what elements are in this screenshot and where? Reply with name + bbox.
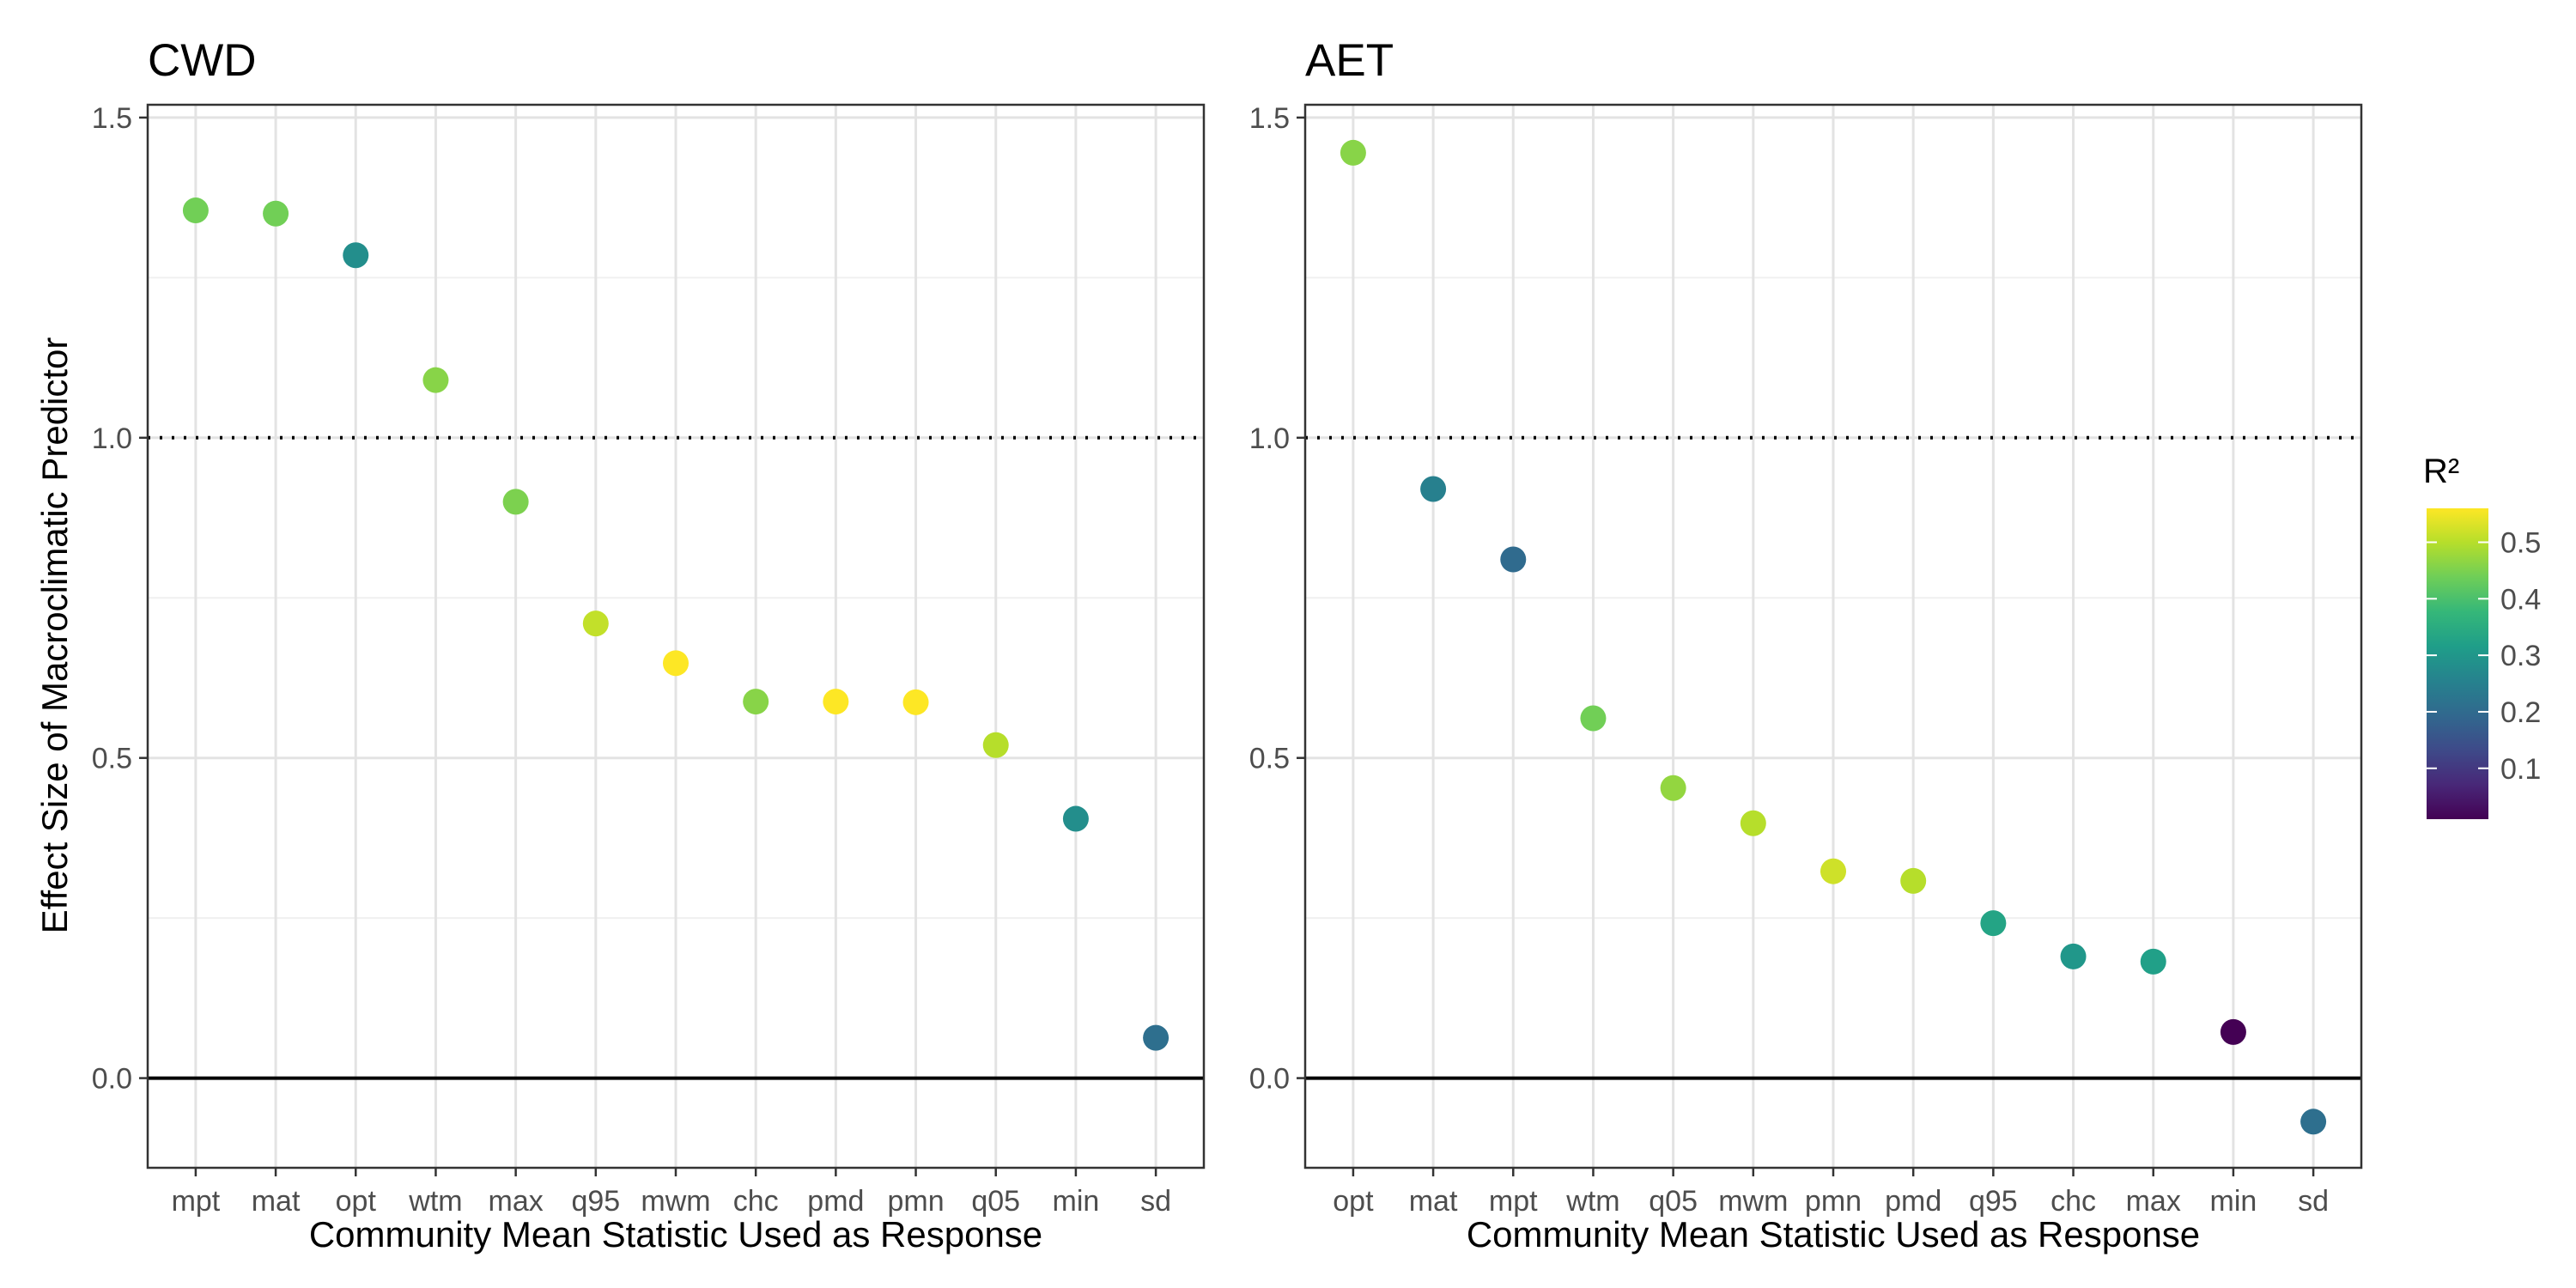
x-axis-title: Community Mean Statistic Used as Respons… xyxy=(1467,1214,2200,1255)
x-tick-label: q05 xyxy=(971,1185,1020,1218)
x-tick-label: pmn xyxy=(887,1185,944,1218)
y-tick-label: 0.5 xyxy=(1249,743,1290,775)
x-tick-label: pmd xyxy=(1885,1185,1941,1218)
x-tick-label: pmd xyxy=(807,1185,864,1218)
data-point-pmd xyxy=(1900,867,1927,894)
y-tick-label: 1.0 xyxy=(92,422,132,455)
x-tick-label: max xyxy=(489,1185,544,1218)
x-tick-label: mat xyxy=(1409,1185,1458,1218)
data-point-mwm xyxy=(663,650,689,677)
data-point-max xyxy=(502,489,529,515)
data-point-mpt xyxy=(182,197,209,224)
y-tick-label: 1.5 xyxy=(1249,102,1290,135)
data-point-min xyxy=(2220,1018,2246,1045)
x-tick-label: wtm xyxy=(1565,1185,1619,1218)
data-point-mpt xyxy=(1500,546,1527,573)
x-tick-label: min xyxy=(2210,1185,2257,1218)
panel-title: AET xyxy=(1305,35,1394,86)
legend-ticks: 0.1 0.2 0.3 0.4 0.5 xyxy=(2427,526,2541,786)
data-point-q95 xyxy=(1980,910,2007,937)
x-tick-label: mpt xyxy=(1489,1185,1538,1218)
x-tick-label: max xyxy=(2126,1185,2181,1218)
color-legend: R² 0.1 0.2 0.3 0.4 0.5 xyxy=(2423,453,2541,819)
data-point-max xyxy=(2140,948,2166,975)
x-tick-label: q05 xyxy=(1649,1185,1698,1218)
data-point-mwm xyxy=(1740,810,1766,836)
legend-colorbar xyxy=(2427,508,2488,819)
data-point-pmd xyxy=(823,689,849,715)
x-tick-label: opt xyxy=(336,1185,377,1218)
legend-tick-label: 0.5 xyxy=(2500,526,2541,559)
data-point-sd xyxy=(1143,1024,1170,1051)
x-tick-label: mwm xyxy=(641,1185,710,1218)
x-tick-label: wtm xyxy=(408,1185,462,1218)
y-tick-label: 0.0 xyxy=(1249,1063,1290,1096)
data-point-wtm xyxy=(422,367,449,393)
y-axis-title: Effect Size of Macroclimatic Predictor xyxy=(34,337,75,934)
x-tick-label: sd xyxy=(2298,1185,2329,1218)
y-tick-label: 0.5 xyxy=(92,743,132,775)
data-point-q05 xyxy=(1660,775,1686,801)
data-point-mat xyxy=(1420,476,1447,502)
x-tick-label: chc xyxy=(2050,1185,2096,1218)
x-axis-title: Community Mean Statistic Used as Respons… xyxy=(309,1214,1042,1255)
y-tick-label: 0.0 xyxy=(92,1063,132,1096)
data-point-opt xyxy=(343,242,369,269)
x-tick-label: mat xyxy=(252,1185,301,1218)
legend-tick-label: 0.4 xyxy=(2500,583,2541,616)
data-point-wtm xyxy=(1580,705,1607,732)
legend-tick-label: 0.3 xyxy=(2500,640,2541,672)
data-point-pmn xyxy=(1820,858,1846,884)
data-point-q05 xyxy=(982,732,1009,758)
legend-tick-label: 0.2 xyxy=(2500,696,2541,729)
data-point-mat xyxy=(263,200,289,227)
y-tick-label: 1.5 xyxy=(92,102,132,135)
data-point-chc xyxy=(2060,943,2087,969)
x-tick-label: sd xyxy=(1140,1185,1171,1218)
legend-title: R² xyxy=(2423,453,2459,490)
panel-title: CWD xyxy=(148,35,257,86)
data-point-pmn xyxy=(902,689,929,715)
x-tick-label: opt xyxy=(1333,1185,1374,1218)
data-point-opt xyxy=(1340,139,1366,166)
data-point-chc xyxy=(743,689,769,715)
data-point-sd xyxy=(2300,1109,2327,1135)
x-tick-label: min xyxy=(1053,1185,1100,1218)
panel-aet: AET 0.0 0.5 1.0 1.5 opt mat mpt wtm q05 mwm pmn pmd q… xyxy=(1249,35,2363,1255)
x-tick-label: mpt xyxy=(172,1185,221,1218)
x-tick-label: chc xyxy=(733,1185,779,1218)
data-point-q95 xyxy=(582,611,609,637)
x-tick-label: q95 xyxy=(1969,1185,2018,1218)
y-tick-label: 1.0 xyxy=(1249,422,1290,455)
legend-tick-label: 0.1 xyxy=(2500,753,2541,786)
x-tick-label: pmn xyxy=(1805,1185,1862,1218)
x-tick-label: q95 xyxy=(571,1185,620,1218)
x-tick-label: mwm xyxy=(1718,1185,1788,1218)
data-point-min xyxy=(1062,805,1089,832)
